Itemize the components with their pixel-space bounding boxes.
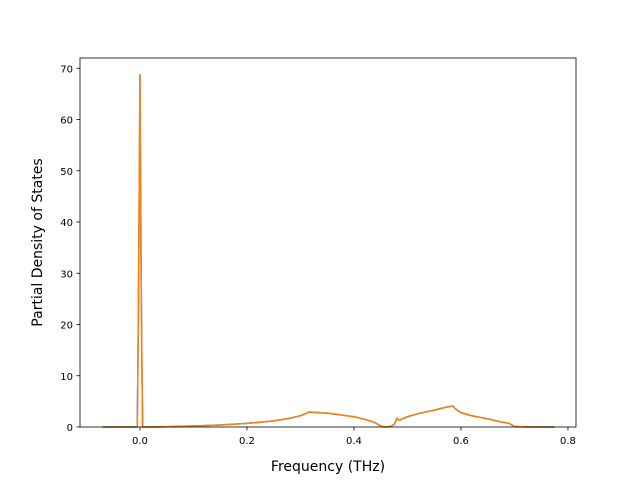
y-tick-label: 70 [60, 64, 73, 75]
x-tick-label: 0.8 [560, 436, 576, 447]
x-tick-label: 0.2 [239, 436, 255, 447]
y-tick-label: 60 [60, 116, 73, 127]
y-tick-label: 20 [60, 321, 73, 332]
plot-area [80, 58, 576, 427]
y-axis-label: Partial Density of States [30, 158, 46, 326]
y-tick-label: 0 [67, 423, 73, 434]
y-tick-label: 30 [60, 269, 73, 280]
x-axis-ticks: 0.0 0.2 0.4 0.6 0.8 [132, 427, 576, 447]
x-tick-label: 0.6 [453, 436, 469, 447]
y-tick-label: 10 [60, 372, 73, 383]
x-tick-label: 0.4 [346, 436, 362, 447]
y-tick-label: 40 [60, 218, 73, 229]
x-tick-label: 0.0 [132, 436, 148, 447]
x-axis-label: Frequency (THz) [271, 459, 385, 475]
plot-frame [79, 57, 577, 428]
y-axis-ticks: 0 10 20 30 40 50 60 70 [60, 64, 80, 434]
y-tick-label: 50 [60, 167, 73, 178]
